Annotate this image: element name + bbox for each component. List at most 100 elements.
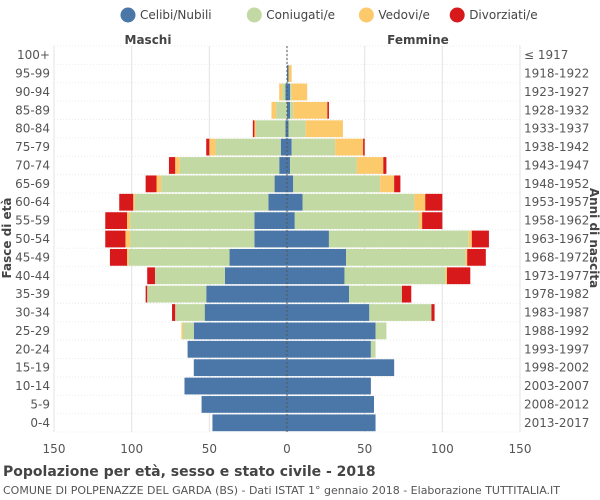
age-group-label: 50-54 xyxy=(15,232,50,246)
bar-male-30-34-coniugati-e xyxy=(175,304,205,321)
y-axis-title-right: Anni di nascita xyxy=(587,188,600,288)
bar-male-75-79-celibi-nubili xyxy=(280,138,287,156)
legend-marker-celibi-nubili xyxy=(120,7,136,23)
birth-year-label: 2013-2017 xyxy=(524,416,589,430)
bar-female-95-99-celibi-nubili xyxy=(287,65,289,82)
bar-male-50-54-divorziati-e xyxy=(105,230,126,248)
bar-female-60-64-celibi-nubili xyxy=(287,193,303,211)
birth-year-label: 1928-1932 xyxy=(524,103,589,117)
bar-male-65-69-divorziati-e xyxy=(145,175,157,193)
bar-male-15-19-celibi-nubili xyxy=(193,359,287,377)
birth-year-label: 1938-1942 xyxy=(524,140,589,154)
x-axis-labels: 150 100 50 0 50 100 150 xyxy=(43,442,532,456)
bar-female-10-14-celibi-nubili xyxy=(287,377,371,395)
age-group-label: 80-84 xyxy=(15,122,50,136)
x-tick-label: 50 xyxy=(357,442,372,456)
bar-female-40-44-vedovi-e xyxy=(445,267,447,285)
bar-male-65-69-celibi-nubili xyxy=(274,175,287,193)
bar-male-55-59-divorziati-e xyxy=(105,212,128,230)
bar-female-75-79-divorziati-e xyxy=(363,138,365,156)
bar-male-5-9-celibi-nubili xyxy=(201,396,287,413)
bar-female-65-69-celibi-nubili xyxy=(287,175,294,193)
birth-year-label: 1933-1937 xyxy=(524,122,589,136)
bar-female-60-64-coniugati-e xyxy=(302,193,415,211)
bar-female-50-54-vedovi-e xyxy=(468,230,472,248)
bar-male-70-74-vedovi-e xyxy=(175,157,180,174)
bar-female-25-29-coniugati-e xyxy=(375,322,387,340)
bar-female-45-49-celibi-nubili xyxy=(287,248,347,266)
bar-female-70-74-coniugati-e xyxy=(290,157,357,174)
age-group-label: 85-89 xyxy=(15,103,50,117)
legend-label-celibi-nubili: Celibi/Nubili xyxy=(140,8,212,22)
bar-male-80-84-divorziati-e xyxy=(252,120,255,138)
bar-female-60-64-vedovi-e xyxy=(414,193,426,211)
age-group-label: 35-39 xyxy=(15,287,50,301)
bar-male-45-49-divorziati-e xyxy=(109,248,128,266)
bar-male-90-94-coniugati-e xyxy=(282,83,286,101)
legend-label-vedovi-e: Vedovi/e xyxy=(378,8,429,22)
bar-female-95-99-vedovi-e xyxy=(288,65,292,82)
bar-male-40-44-divorziati-e xyxy=(147,267,155,285)
age-group-label: 15-19 xyxy=(15,361,50,375)
bar-male-55-59-celibi-nubili xyxy=(254,212,287,230)
bar-male-40-44-coniugati-e xyxy=(154,267,225,285)
age-group-label: 95-99 xyxy=(15,67,50,81)
bar-female-35-39-coniugati-e xyxy=(349,285,402,303)
bar-female-60-64-divorziati-e xyxy=(425,193,443,211)
age-group-label: 10-14 xyxy=(15,379,50,393)
legend-marker-divorziati-e xyxy=(449,7,465,23)
x-tick-label: 50 xyxy=(202,442,217,456)
birth-year-label: 1958-1962 xyxy=(524,214,589,228)
bar-female-55-59-celibi-nubili xyxy=(287,212,295,230)
bar-female-75-79-coniugati-e xyxy=(291,138,336,156)
bar-male-75-79-coniugati-e xyxy=(215,138,281,156)
age-group-label: 0-4 xyxy=(30,416,50,430)
age-group-label: 90-94 xyxy=(15,85,50,99)
bar-female-75-79-vedovi-e xyxy=(335,138,364,156)
bar-female-80-84-coniugati-e xyxy=(288,120,306,138)
bar-male-50-54-celibi-nubili xyxy=(254,230,287,248)
bar-male-60-64-celibi-nubili xyxy=(268,193,287,211)
bar-female-85-89-coniugati-e xyxy=(290,101,294,119)
birth-year-label: 1923-1927 xyxy=(524,85,589,99)
bar-male-55-59-vedovi-e xyxy=(127,212,131,230)
bar-female-5-9-celibi-nubili xyxy=(287,396,374,413)
bar-male-65-69-coniugati-e xyxy=(161,175,275,193)
bar-female-55-59-coniugati-e xyxy=(294,212,420,230)
birth-year-label: 1943-1947 xyxy=(524,158,589,172)
birth-year-label: 1978-1982 xyxy=(524,287,589,301)
bar-male-35-39-coniugati-e xyxy=(147,285,207,303)
bar-female-85-89-vedovi-e xyxy=(293,101,328,119)
bar-male-25-29-coniugati-e xyxy=(182,322,194,340)
bar-male-70-74-coniugati-e xyxy=(179,157,280,174)
bar-female-70-74-celibi-nubili xyxy=(287,157,291,174)
bar-male-85-89-vedovi-e xyxy=(271,101,277,119)
bar-male-45-49-vedovi-e xyxy=(127,248,129,266)
bar-female-85-89-divorziati-e xyxy=(327,101,329,119)
chart-subtitle: COMUNE DI POLPENAZZE DEL GARDA (BS) - Da… xyxy=(3,484,561,497)
bar-female-35-39-celibi-nubili xyxy=(287,285,350,303)
age-group-label: 45-49 xyxy=(15,250,50,264)
x-tick-label: 150 xyxy=(509,442,532,456)
bar-female-65-69-vedovi-e xyxy=(380,175,395,193)
birth-year-label: 2003-2007 xyxy=(524,379,589,393)
bar-female-65-69-coniugati-e xyxy=(293,175,381,193)
bar-male-35-39-divorziati-e xyxy=(145,285,148,303)
bar-male-60-64-coniugati-e xyxy=(134,193,269,211)
bar-female-45-49-vedovi-e xyxy=(465,248,468,266)
birth-year-label: 1948-1952 xyxy=(524,177,589,191)
age-group-label: 40-44 xyxy=(15,269,50,283)
bar-female-70-74-divorziati-e xyxy=(383,157,387,174)
bar-female-35-39-divorziati-e xyxy=(401,285,412,303)
birth-year-label: 1988-1992 xyxy=(524,324,589,338)
bar-male-25-29-celibi-nubili xyxy=(193,322,287,340)
bar-female-65-69-divorziati-e xyxy=(394,175,401,193)
birth-year-label: 1918-1922 xyxy=(524,67,589,81)
age-group-label: 30-34 xyxy=(15,306,50,320)
bar-female-55-59-divorziati-e xyxy=(422,212,443,230)
females-label: Femmine xyxy=(387,33,449,47)
bar-male-90-94-vedovi-e xyxy=(279,83,283,101)
bar-male-65-69-vedovi-e xyxy=(156,175,162,193)
bar-female-55-59-vedovi-e xyxy=(419,212,423,230)
bar-female-90-94-vedovi-e xyxy=(291,83,308,101)
